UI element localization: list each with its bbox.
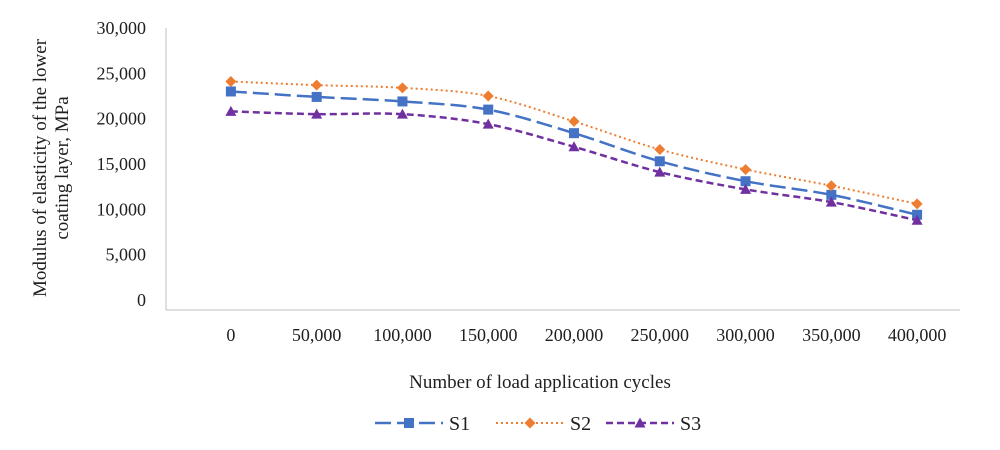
data-point: [311, 79, 323, 91]
data-point: [654, 156, 665, 167]
x-tick-label: 200,000: [545, 325, 604, 345]
data-point: [225, 86, 236, 97]
series-line: [230, 80, 918, 205]
data-point: [396, 108, 408, 119]
series-line: [230, 110, 918, 222]
x-axis-title: Number of load application cycles: [409, 372, 671, 393]
legend-marker: [404, 418, 414, 428]
x-tick-label: 400,000: [888, 325, 947, 345]
legend: S1 S2 S3: [375, 413, 701, 435]
x-tick-labels: 0 50,000 100,000 150,000 200,000 250,000 300,0…: [226, 325, 946, 345]
y-tick-label: 30,000: [97, 18, 147, 38]
y-tick-label: 15,000: [97, 154, 147, 174]
series-layer: [225, 75, 923, 225]
x-tick-label: 250,000: [631, 325, 690, 345]
data-point: [740, 183, 752, 194]
x-tick-label: 350,000: [802, 325, 861, 345]
legend-marker: [524, 417, 536, 429]
x-tick-label: 0: [226, 325, 235, 345]
data-point: [311, 108, 323, 119]
data-point: [654, 143, 666, 155]
legend-marker: [634, 417, 646, 428]
legend-item-s1: S1: [375, 413, 470, 435]
y-tick-label: 0: [137, 290, 146, 310]
y-tick-labels: 0 5,000 10,000 15,000 20,000 25,000 30,000: [97, 18, 147, 310]
y-axis-title: Modulus of elasticity of the lowercoatin…: [30, 38, 73, 297]
data-point: [740, 176, 751, 187]
data-point: [483, 104, 494, 115]
y-tick-label: 25,000: [97, 63, 147, 83]
y-tick-label: 10,000: [97, 199, 147, 219]
data-point: [911, 198, 923, 210]
legend-item-s3: S3: [606, 413, 701, 435]
series-s3: [225, 105, 923, 225]
data-point: [568, 115, 580, 127]
data-point: [654, 166, 666, 177]
x-tick-label: 100,000: [373, 325, 432, 345]
data-point: [568, 141, 580, 152]
x-tick-label: 150,000: [459, 325, 518, 345]
legend-item-s2: S2: [496, 413, 591, 435]
y-axis-title-line: Modulus of elasticity of the lower: [30, 38, 51, 297]
data-point: [825, 180, 837, 192]
legend-label: S1: [449, 413, 470, 435]
x-tick-label: 50,000: [292, 325, 342, 345]
y-tick-label: 5,000: [106, 245, 147, 265]
data-point: [225, 105, 237, 116]
series-line: [230, 90, 918, 216]
data-point: [826, 189, 837, 200]
x-tick-label: 300,000: [716, 325, 775, 345]
data-point: [397, 96, 408, 107]
y-tick-label: 20,000: [97, 109, 147, 129]
data-point: [311, 91, 322, 102]
data-point: [911, 214, 923, 225]
data-point: [482, 118, 494, 129]
legend-label: S3: [680, 413, 701, 435]
data-point: [740, 163, 752, 175]
data-point: [482, 90, 494, 102]
data-point: [225, 75, 237, 87]
data-point: [569, 128, 579, 139]
data-point: [396, 82, 408, 94]
legend-label: S2: [570, 413, 591, 435]
series-s2: [225, 75, 923, 210]
y-axis-title-line: coating layer, MPa: [52, 96, 73, 240]
data-point: [825, 196, 837, 207]
